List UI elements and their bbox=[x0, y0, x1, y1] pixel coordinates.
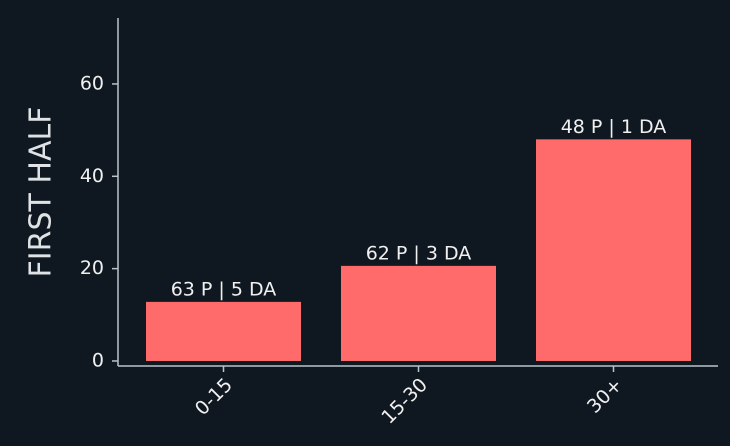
bar bbox=[341, 265, 496, 361]
y-tick-label: 40 bbox=[80, 165, 104, 187]
y-tick-label: 0 bbox=[92, 349, 104, 371]
bar-annotation: 63 P | 5 DA bbox=[171, 278, 277, 300]
y-tick-label: 20 bbox=[80, 257, 104, 279]
y-tick-label: 60 bbox=[80, 72, 104, 94]
bar bbox=[536, 139, 691, 361]
y-axis-label: FIRST HALF bbox=[24, 107, 59, 278]
bar-annotation: 62 P | 3 DA bbox=[366, 242, 472, 264]
bar bbox=[146, 301, 301, 361]
bar-annotation: 48 P | 1 DA bbox=[561, 116, 667, 138]
